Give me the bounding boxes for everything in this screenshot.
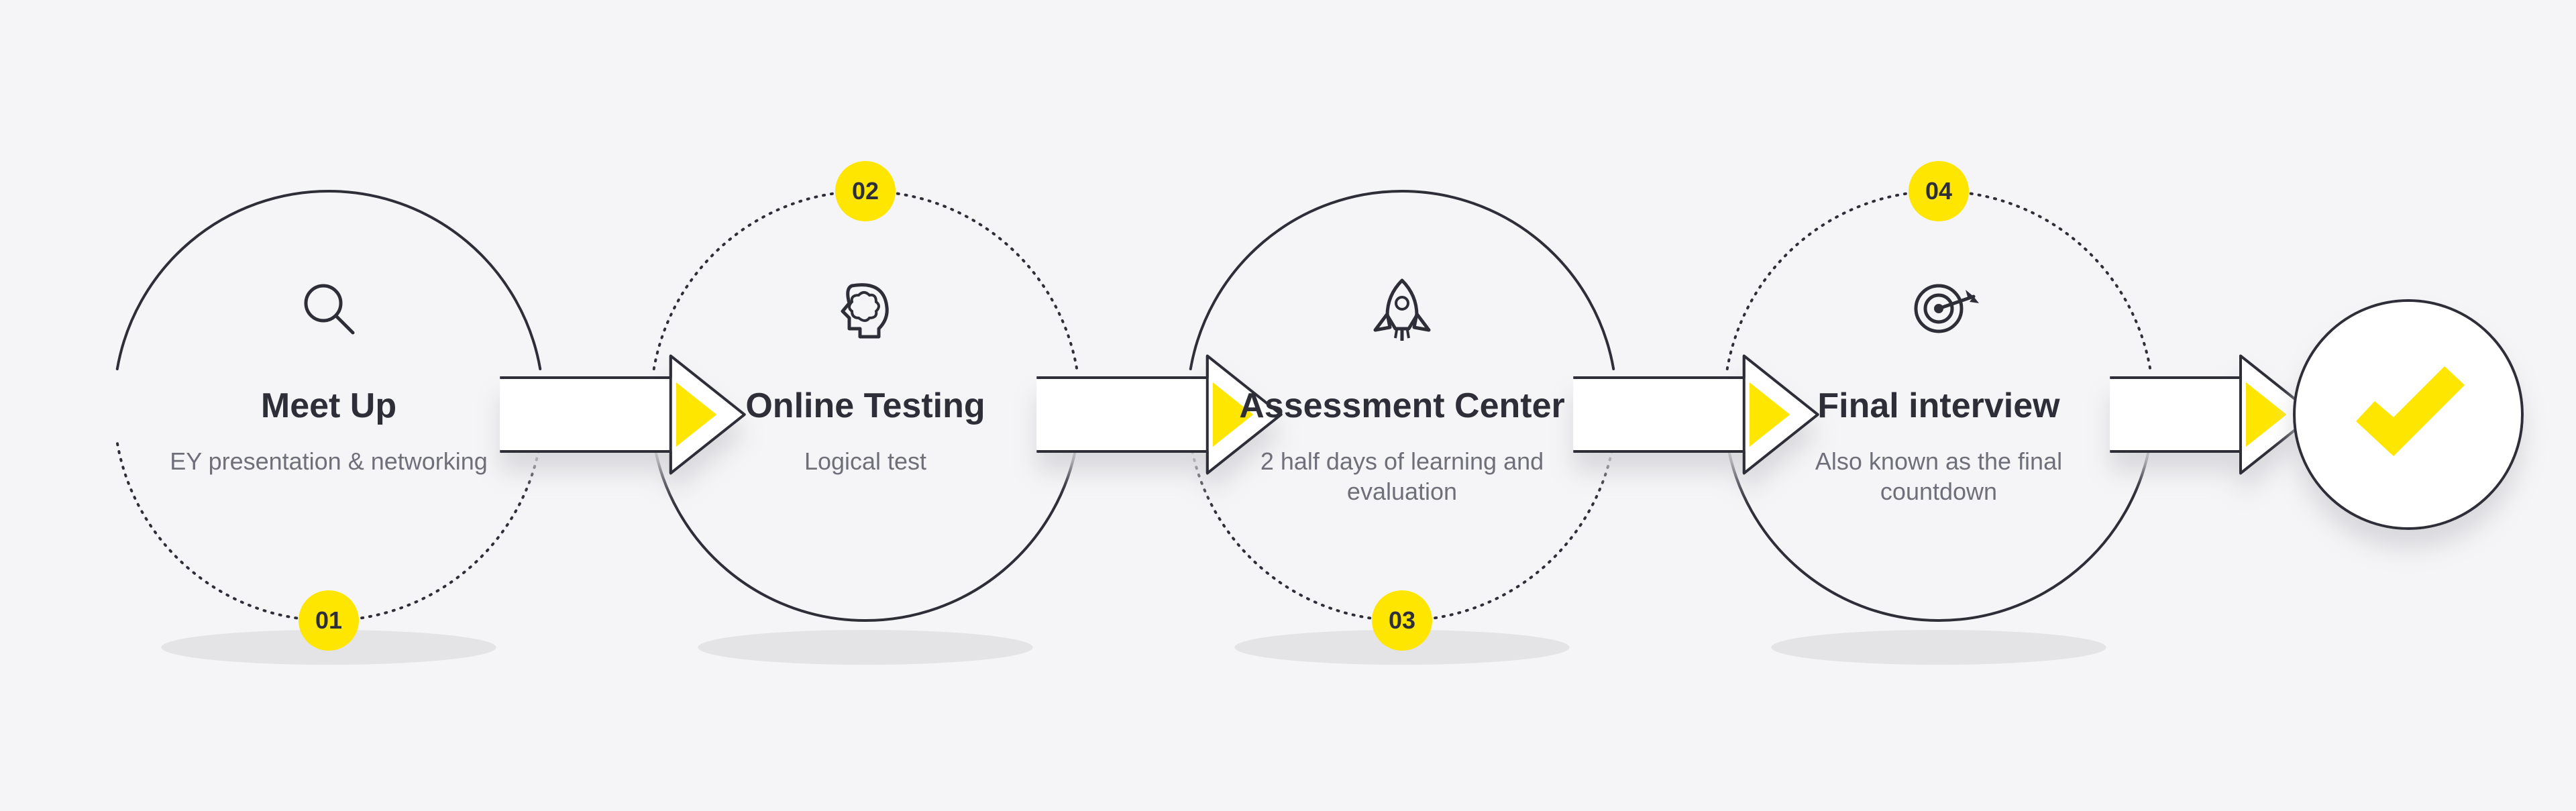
rocket-icon	[1375, 280, 1429, 341]
step-title: Online Testing	[664, 386, 1067, 426]
svg-text:03: 03	[1389, 606, 1415, 634]
step-desc: Also known as the final countdown	[1764, 446, 2113, 506]
svg-text:01: 01	[315, 606, 342, 634]
step-desc: Logical test	[691, 446, 1040, 476]
step-desc: 2 half days of learning and evaluation	[1228, 446, 1576, 506]
step-title: Meet Up	[127, 386, 530, 426]
step-desc: EY presentation & networking	[154, 446, 503, 476]
brain-head-icon	[843, 285, 887, 337]
magnifier-icon	[306, 286, 353, 333]
step-title: Final interview	[1737, 386, 2140, 426]
svg-text:02: 02	[852, 177, 879, 205]
arrow	[2110, 356, 2314, 474]
step-badge: 03	[1372, 590, 1432, 651]
step-badge: 04	[1909, 161, 1969, 221]
step-badge: 01	[299, 590, 359, 651]
step-badge: 02	[835, 161, 896, 221]
svg-text:04: 04	[1925, 177, 1952, 205]
step-title: Assessment Center	[1201, 386, 1603, 426]
target-icon	[1916, 286, 1979, 331]
